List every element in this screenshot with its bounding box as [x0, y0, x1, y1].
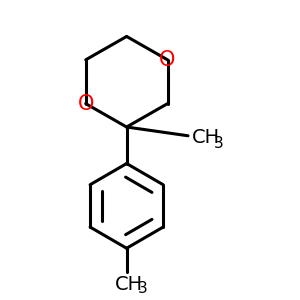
- Text: CH: CH: [192, 128, 220, 147]
- Text: CH: CH: [115, 274, 143, 294]
- Text: 3: 3: [214, 136, 224, 151]
- Text: O: O: [159, 50, 176, 70]
- Text: O: O: [77, 94, 94, 114]
- Text: 3: 3: [137, 281, 147, 296]
